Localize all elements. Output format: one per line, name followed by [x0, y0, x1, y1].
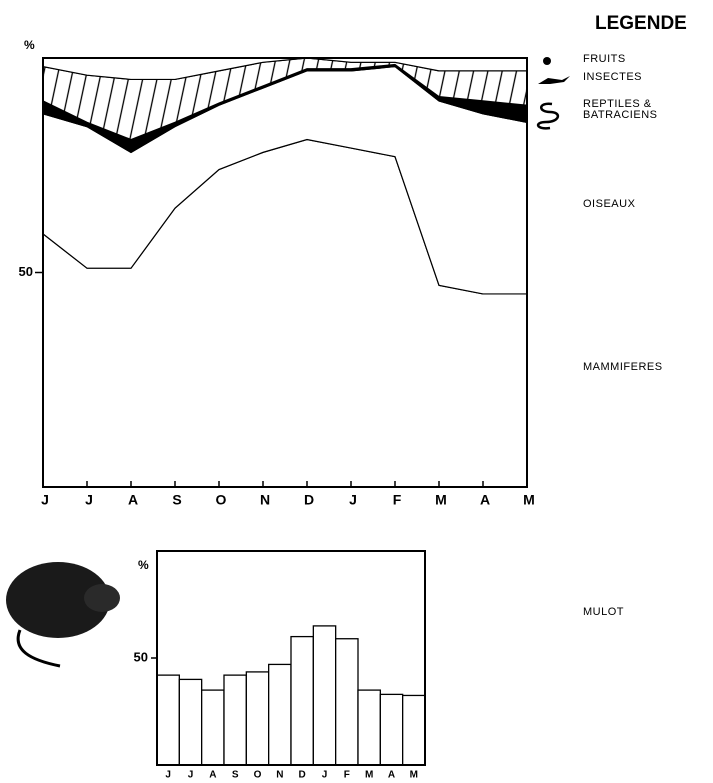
y-tick-label: 50: [134, 649, 148, 664]
x-tick-label: J: [322, 770, 328, 781]
x-tick-label: N: [260, 492, 270, 508]
x-tick-label: J: [41, 492, 49, 508]
bar: [157, 675, 179, 765]
x-tick-label: J: [85, 492, 93, 508]
x-tick-label: D: [299, 770, 306, 781]
x-tick-label: J: [188, 770, 194, 781]
bar: [269, 664, 291, 765]
x-tick-label: J: [165, 770, 171, 781]
x-tick-label: M: [365, 770, 373, 781]
x-tick-label: A: [128, 492, 138, 508]
x-tick-label: O: [254, 770, 262, 781]
x-tick-label: M: [435, 492, 447, 508]
x-tick-label: M: [410, 770, 418, 781]
legend-label: MAMMIFERES: [583, 362, 675, 373]
page: % LEGENDE % J J A S O N D J F M A M 50 J J A S O N D J F M A M 50…: [0, 0, 713, 783]
legend-label: FRUITS: [583, 54, 675, 65]
x-tick-label: O: [216, 492, 227, 508]
legend-title: LEGENDE: [595, 13, 687, 34]
x-tick-label: M: [523, 492, 535, 508]
legend-label: INSECTES: [583, 72, 675, 83]
legend-icons: [538, 57, 570, 128]
legend-label: OISEAUX: [583, 199, 675, 210]
legend-label: REPTILES & BATRACIENS: [583, 99, 675, 121]
bar: [336, 639, 358, 765]
series-label: MULOT: [583, 607, 675, 618]
mulot-illustration: [6, 562, 120, 666]
bar: [313, 626, 335, 765]
bar: [358, 690, 380, 765]
bar: [224, 675, 246, 765]
x-tick-label: S: [172, 492, 181, 508]
x-tick-label: J: [349, 492, 357, 508]
bar: [380, 694, 402, 765]
x-tick-label: F: [393, 492, 402, 508]
x-tick-label: F: [344, 770, 350, 781]
y-label: %: [24, 38, 35, 52]
x-tick-label: S: [232, 770, 239, 781]
x-tick-label: A: [388, 770, 395, 781]
x-tick-label: A: [209, 770, 216, 781]
bar: [179, 679, 201, 765]
x-tick-label: N: [276, 770, 283, 781]
bar: [202, 690, 224, 765]
x-tick-label: D: [304, 492, 314, 508]
bar: [246, 672, 268, 765]
y-tick-label: 50: [19, 264, 33, 279]
y-label: %: [138, 558, 149, 572]
bar: [403, 695, 425, 765]
x-tick-label: A: [480, 492, 490, 508]
bar: [291, 637, 313, 765]
